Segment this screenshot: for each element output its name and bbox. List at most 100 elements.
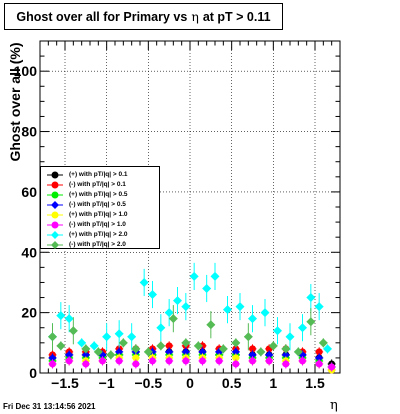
data-point	[182, 357, 190, 365]
y-tick-label: 60	[21, 184, 37, 200]
data-point	[99, 357, 106, 365]
data-point	[77, 338, 87, 348]
data-point	[265, 357, 273, 365]
data-point	[285, 332, 295, 342]
data-point	[315, 348, 323, 356]
x-axis-label: η	[330, 398, 338, 413]
legend-marker	[47, 241, 63, 249]
data-point	[323, 344, 332, 354]
data-point	[189, 271, 199, 281]
legend-entry: (-) with pT/|q| > 1.0	[41, 220, 159, 230]
data-point	[165, 347, 174, 356]
data-point	[139, 277, 149, 287]
data-point	[115, 357, 123, 365]
legend-label: (+) with pT/|q| > 0.1	[69, 171, 128, 178]
data-point	[106, 350, 116, 360]
data-point	[131, 344, 141, 354]
data-point	[81, 350, 90, 359]
data-point	[306, 317, 316, 327]
data-point	[218, 344, 228, 354]
data-point	[265, 350, 274, 359]
timestamp-footer: Fri Dec 31 13:14:56 2021	[3, 402, 96, 411]
legend-marker	[47, 191, 63, 199]
data-point	[118, 338, 128, 348]
data-point	[314, 302, 324, 312]
data-point	[132, 354, 140, 362]
data-point	[298, 323, 307, 333]
y-tick-label: 40	[21, 244, 37, 260]
x-tick-label: −1.5	[51, 375, 79, 391]
data-point	[68, 326, 78, 336]
data-point	[231, 347, 240, 356]
data-point	[293, 347, 303, 357]
data-point	[181, 347, 190, 356]
data-point	[156, 323, 166, 333]
legend-entry: (+) with pT/|q| > 0.5	[41, 190, 159, 200]
data-point	[282, 360, 290, 368]
data-point	[149, 357, 156, 365]
x-tick-label: 0	[186, 375, 194, 391]
legend-marker	[47, 231, 63, 239]
data-point	[49, 360, 56, 368]
data-point	[148, 290, 157, 300]
data-point	[181, 338, 191, 348]
data-point	[235, 302, 245, 312]
legend-entry: (+) with pT/|q| > 2.0	[41, 230, 159, 240]
data-point	[223, 305, 232, 315]
data-point	[273, 326, 282, 336]
legend-entry: (+) with pT/|q| > 0.1	[41, 170, 159, 180]
legend-marker	[47, 221, 63, 229]
data-point	[65, 357, 73, 365]
data-point	[232, 354, 240, 362]
y-axis-label: Ghost over all (%)	[7, 42, 23, 162]
data-point	[132, 360, 140, 368]
data-point	[48, 353, 57, 362]
data-point	[243, 332, 253, 342]
data-point	[93, 347, 103, 357]
data-point	[114, 329, 124, 339]
legend-label: (+) with pT/|q| > 0.5	[69, 191, 128, 198]
legend-marker	[47, 181, 63, 189]
data-point	[248, 350, 257, 359]
data-point	[210, 271, 220, 281]
data-point	[202, 283, 212, 293]
data-point	[249, 357, 256, 365]
x-tick-label: −0.5	[135, 375, 163, 391]
data-point	[165, 342, 173, 350]
legend: (+) with pT/|q| > 0.1 (-) with pT/|q| > 0…	[40, 166, 160, 249]
data-point	[281, 344, 291, 354]
legend-marker	[47, 171, 63, 179]
chart-title: Ghost over all for Primary vs η at pT > 0.…	[4, 3, 283, 30]
legend-label: (+) with pT/|q| > 2.0	[69, 231, 128, 238]
data-point	[89, 341, 99, 351]
data-point	[56, 311, 66, 321]
data-point	[168, 314, 178, 324]
legend-marker	[47, 201, 63, 209]
data-point	[306, 293, 316, 303]
legend-label: (-) with pT/|q| > 0.5	[69, 201, 126, 208]
data-point	[143, 347, 153, 357]
legend-label: (-) with pT/|q| > 2.0	[69, 241, 126, 248]
y-tick-label: 20	[21, 305, 37, 321]
legend-entry: (+) with pT/|q| > 1.0	[41, 210, 159, 220]
data-point	[318, 338, 328, 348]
data-point	[281, 350, 290, 359]
data-point	[260, 308, 270, 318]
data-point	[115, 347, 124, 356]
data-point	[56, 341, 66, 351]
legend-entry: (-) with pT/|q| > 2.0	[41, 240, 159, 250]
data-point	[81, 344, 91, 354]
y-tick-label: 80	[21, 124, 37, 140]
data-point	[249, 345, 256, 353]
data-point	[268, 341, 278, 351]
data-point	[48, 332, 57, 342]
data-point	[328, 363, 336, 371]
data-point	[231, 338, 241, 348]
legend-marker	[47, 211, 63, 219]
data-point	[315, 353, 324, 362]
legend-label: (-) with pT/|q| > 0.1	[69, 181, 126, 188]
y-tick-label: 100	[14, 63, 38, 79]
legend-label: (-) with pT/|q| > 1.0	[69, 221, 126, 228]
data-point	[315, 360, 323, 368]
data-point	[232, 360, 240, 368]
